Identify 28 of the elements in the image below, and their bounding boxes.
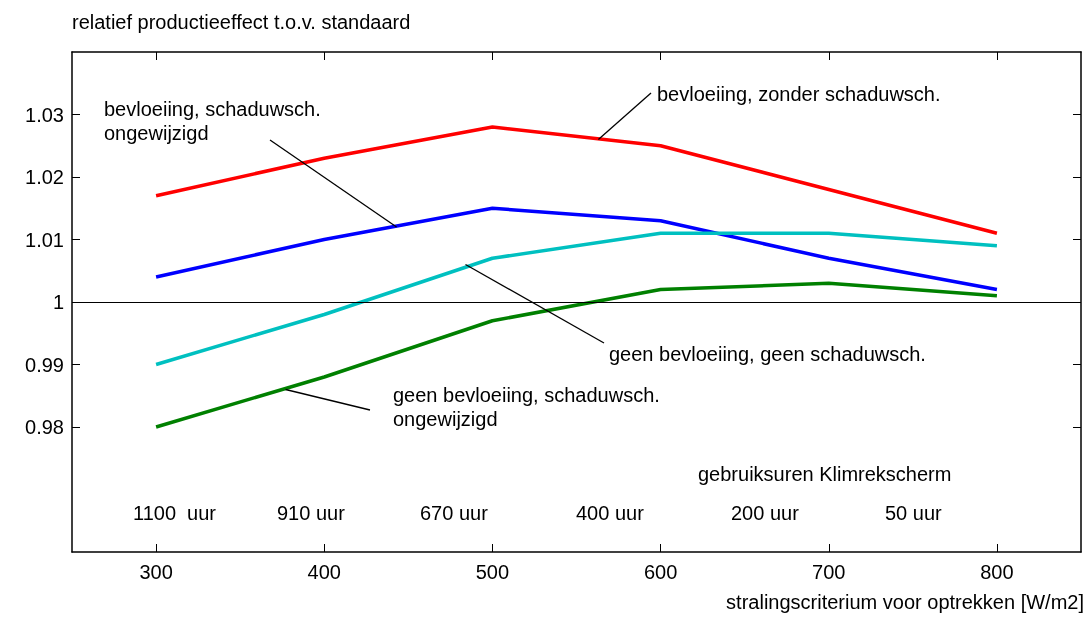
annotation: 50 uur [885, 502, 943, 524]
y-tick-label: 1.01 [25, 228, 64, 251]
x-axis-title: stralingscriterium voor optrekken [W/m2] [726, 591, 1085, 613]
annotation: gebruiksuren Klimrekscherm [698, 463, 952, 485]
annotation: 400 uur [576, 502, 645, 524]
x-tick-label: 400 [307, 561, 341, 583]
y-tick-label: 0.99 [25, 353, 64, 376]
annotation: geen bevloeiing, schaduwsch. ongewijzigd [393, 384, 666, 430]
annotation: bevloeiing, zonder schaduwsch. [657, 83, 941, 105]
annotation: 1100 uur [133, 502, 217, 524]
line-series [154, 281, 999, 429]
x-tick-label: 600 [643, 561, 678, 583]
annotation: 200 uur [731, 502, 800, 524]
line-series [154, 231, 999, 367]
y-tick-label: 1.02 [25, 166, 64, 188]
x-tick-label: 500 [475, 561, 510, 583]
line-series [154, 206, 999, 292]
y-tick-label: 1.03 [25, 103, 64, 126]
annotation: 910 uur [277, 502, 346, 524]
y-tick-label: 1 [52, 291, 64, 313]
y-axis-title: relatief productieeffect t.o.v. standaard [72, 11, 411, 33]
annotation: bevloeiing, schaduwsch. ongewijzigd [104, 98, 327, 144]
annotation: geen bevloeiing, geen schaduwsch. [609, 343, 926, 365]
annotation: 670 uur [420, 502, 489, 524]
y-tick-label: 0.98 [25, 416, 64, 438]
x-tick-label: 700 [812, 561, 846, 583]
x-tick-label: 800 [980, 561, 1014, 583]
x-tick-label: 300 [139, 561, 173, 583]
